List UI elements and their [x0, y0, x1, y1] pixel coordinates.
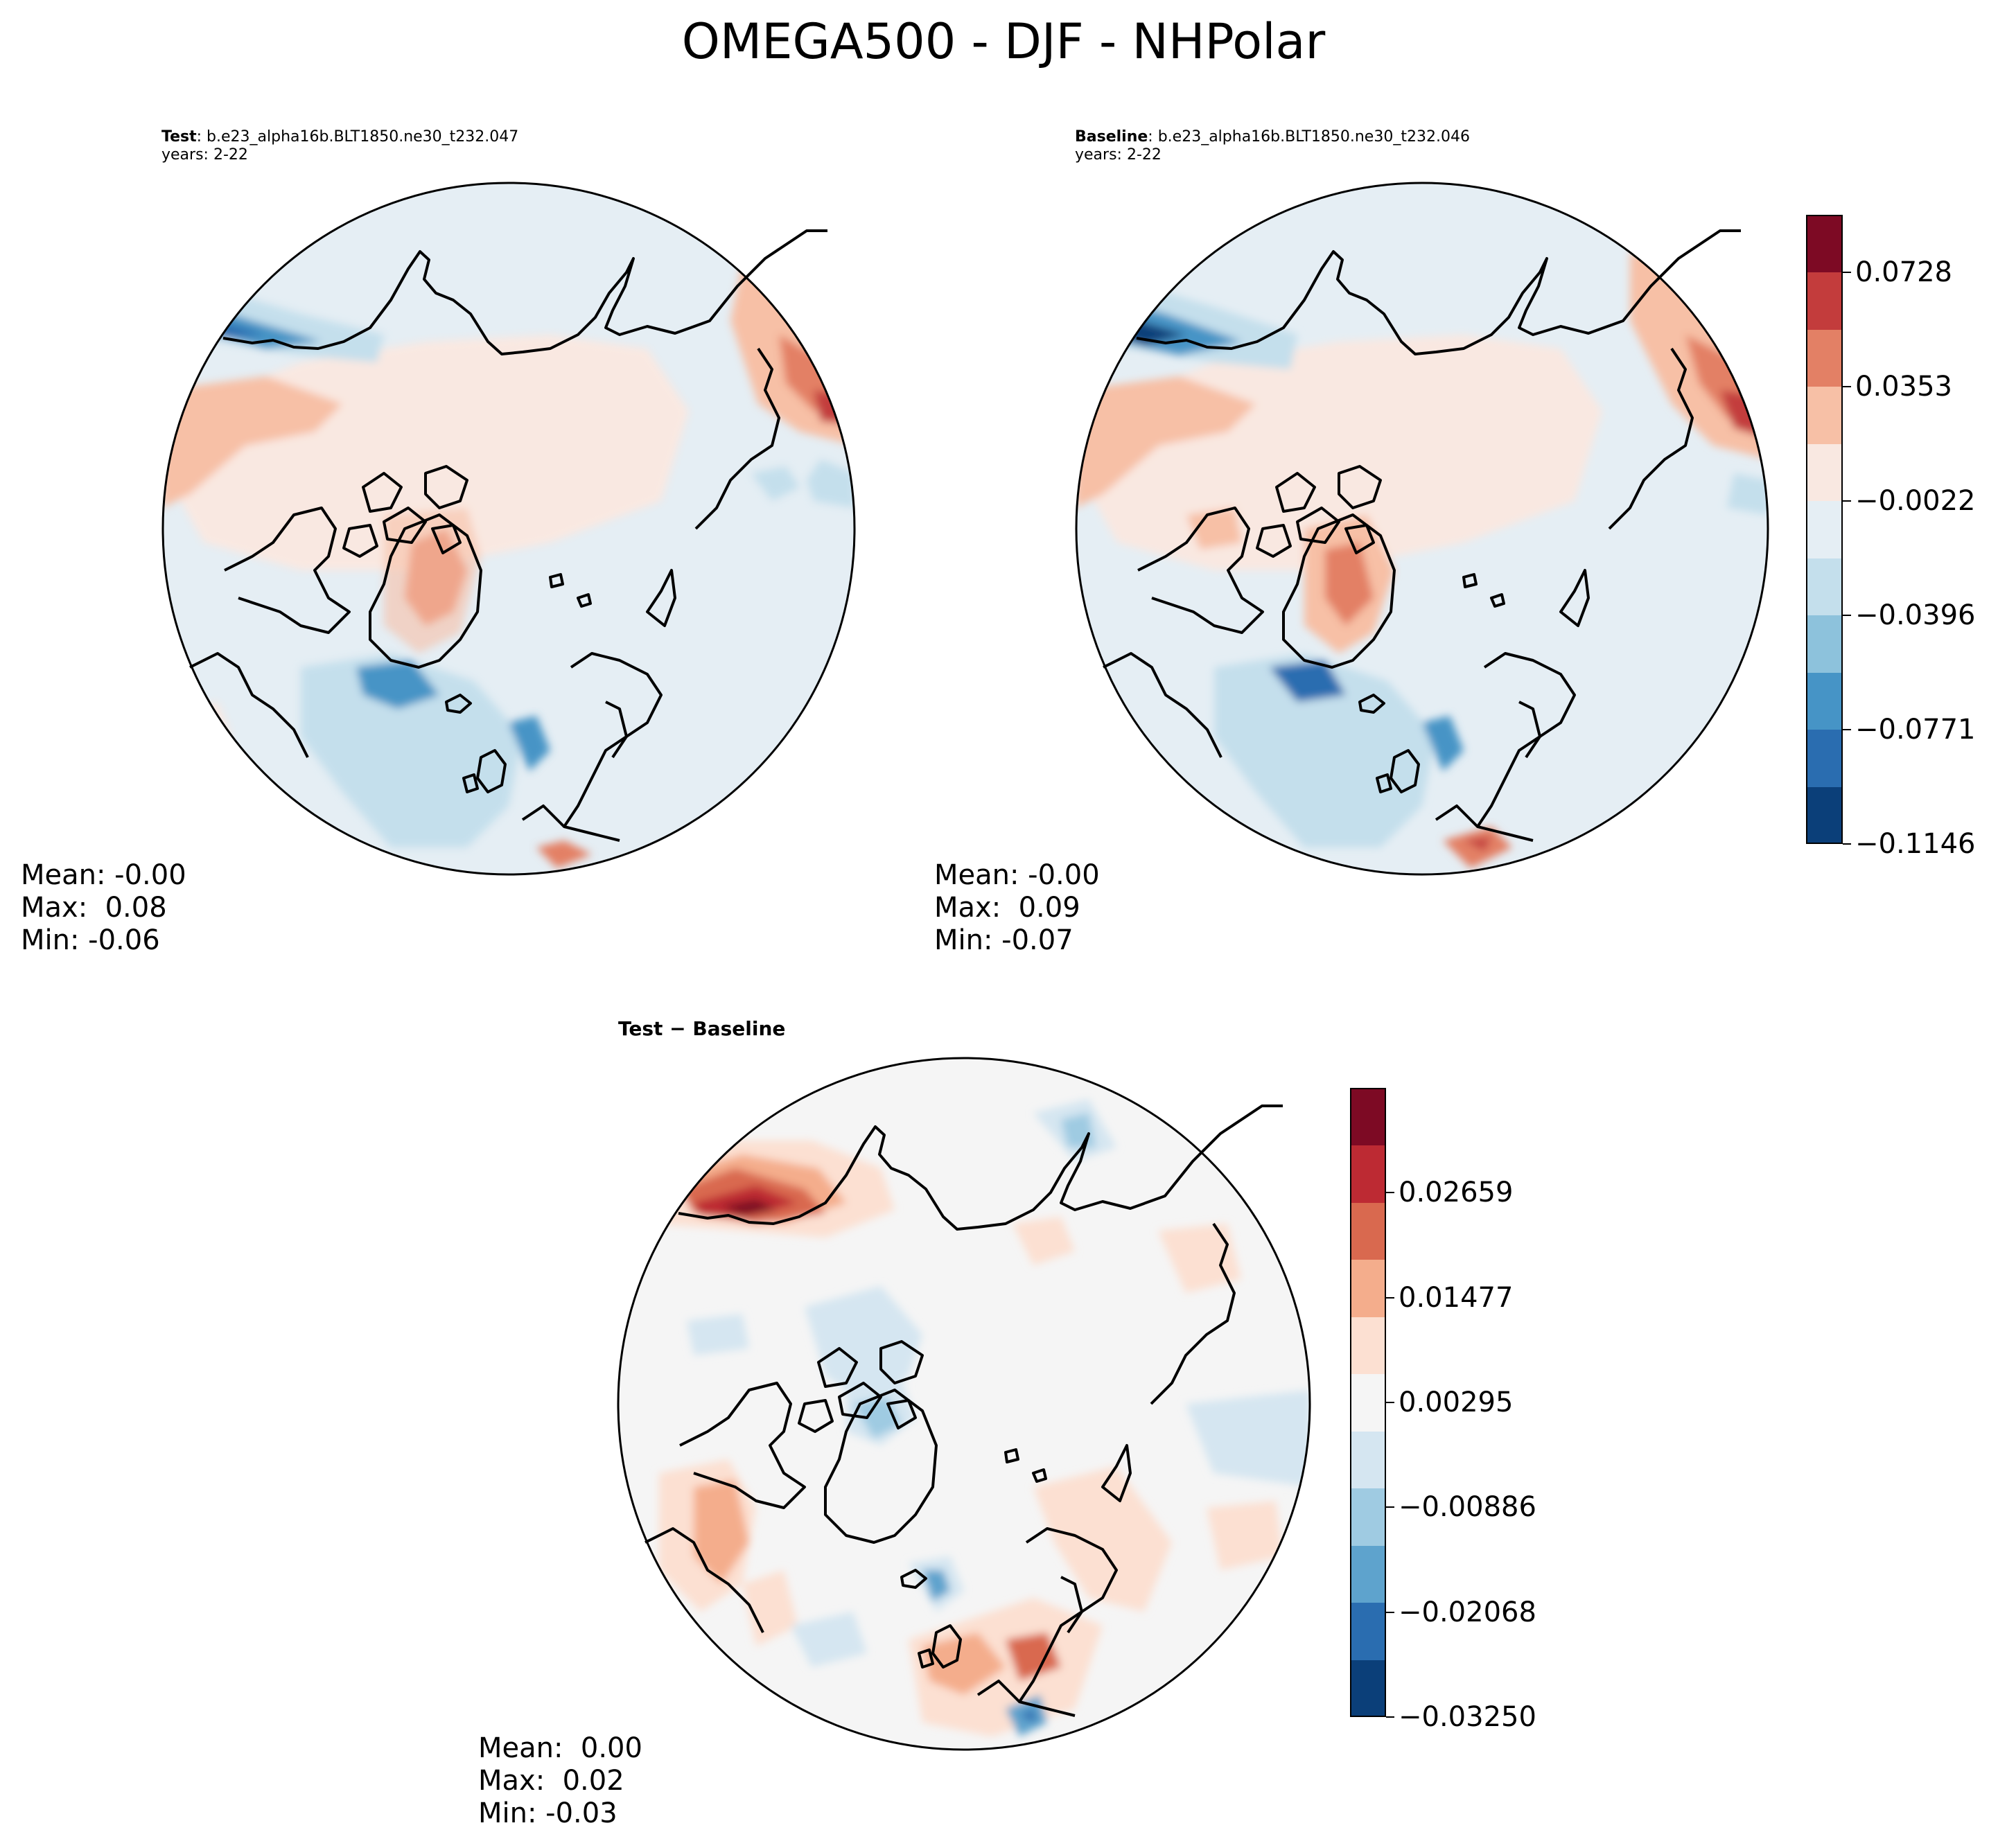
diff-colorbar-tick: [1386, 1296, 1394, 1299]
main-colorbar-segment: [1806, 615, 1843, 673]
baseline-stats: Mean: -0.00 Max: 0.09 Min: -0.07: [934, 859, 1100, 957]
main-colorbar-tick: [1843, 271, 1851, 273]
diff-colorbar-label: −0.00886: [1399, 1491, 1536, 1524]
diff-colorbar-tick: [1386, 1402, 1394, 1404]
diff-colorbar-label: 0.00295: [1399, 1387, 1514, 1419]
test-min: Min: -0.06: [21, 924, 160, 956]
main-colorbar-label: −0.0396: [1855, 599, 1976, 631]
diff-colorbar-segment: [1350, 1202, 1386, 1260]
diff-min: Min: -0.03: [478, 1797, 617, 1829]
diff-colorbar-segment: [1350, 1488, 1386, 1546]
main-colorbar: 0.0728 0.0353 −0.0022 −0.0396 −0.0771 −0.1146: [1806, 215, 1975, 860]
diff-colorbar-segment: [1350, 1373, 1386, 1432]
diff-colorbar-segment: [1350, 1259, 1386, 1317]
diff-colorbar-segment: [1350, 1602, 1386, 1660]
diff-colorbar-label: 0.02659: [1399, 1177, 1514, 1209]
test-label-bold: Test: [161, 128, 197, 146]
main-colorbar-label: −0.0022: [1855, 485, 1976, 518]
diff-colorbar-segment: [1350, 1545, 1386, 1603]
diff-colorbar-label: 0.01477: [1399, 1281, 1514, 1314]
baseline-mean: Mean: -0.00: [934, 859, 1100, 891]
main-colorbar-segment: [1806, 215, 1843, 273]
test-panel-title: Test: b.e23_alpha16b.BLT1850.ne30_t232.0…: [161, 128, 518, 165]
baseline-years: years: 2-22: [1075, 146, 1162, 164]
test-years: years: 2-22: [161, 146, 248, 164]
main-colorbar-segment: [1806, 443, 1843, 502]
diff-max: Max: 0.02: [478, 1765, 624, 1797]
baseline-label-case: : b.e23_alpha16b.BLT1850.ne30_t232.046: [1148, 128, 1470, 146]
diff-colorbar-segment: [1350, 1431, 1386, 1489]
main-colorbar-label: −0.0771: [1855, 713, 1976, 746]
diff-panel-title: Test − Baseline: [618, 1017, 786, 1040]
baseline-map: [1075, 182, 1769, 876]
diff-map: [617, 1057, 1311, 1751]
test-max: Max: 0.08: [21, 892, 167, 924]
main-colorbar-segment: [1806, 729, 1843, 787]
baseline-min: Min: -0.07: [934, 924, 1073, 956]
test-stats: Mean: -0.00 Max: 0.08 Min: -0.06: [21, 859, 186, 957]
diff-colorbar-segment: [1350, 1660, 1386, 1718]
main-colorbar-segment: [1806, 786, 1843, 845]
test-map: [161, 182, 856, 876]
main-colorbar-tick: [1843, 614, 1851, 616]
test-label-case: : b.e23_alpha16b.BLT1850.ne30_t232.047: [196, 128, 519, 146]
diff-colorbar-segment: [1350, 1088, 1386, 1146]
main-colorbar-tick: [1843, 500, 1851, 502]
diff-colorbar-tick: [1386, 1611, 1394, 1613]
diff-colorbar-segment: [1350, 1317, 1386, 1375]
diff-colorbar-label: −0.02068: [1399, 1596, 1536, 1628]
diff-colorbar: 0.02659 0.01477 0.00295 −0.00886 −0.02068 −0.…: [1350, 1088, 1536, 1733]
test-mean: Mean: -0.00: [21, 859, 186, 891]
baseline-label-bold: Baseline: [1075, 128, 1148, 146]
figure-title: OMEGA500 - DJF - NHPolar: [681, 13, 1326, 70]
main-colorbar-tick: [1843, 728, 1851, 730]
diff-colorbar-frame: [1350, 1088, 1386, 1717]
baseline-panel-title: Baseline: b.e23_alpha16b.BLT1850.ne30_t2…: [1075, 128, 1470, 165]
main-colorbar-segment: [1806, 558, 1843, 616]
baseline-max: Max: 0.09: [934, 892, 1080, 924]
main-colorbar-segment: [1806, 500, 1843, 558]
main-colorbar-tick: [1843, 843, 1851, 845]
main-colorbar-segment: [1806, 386, 1843, 444]
main-colorbar-segment: [1806, 672, 1843, 730]
main-colorbar-tick: [1843, 385, 1851, 387]
main-colorbar-label: −0.1146: [1855, 828, 1976, 860]
diff-colorbar-tick: [1386, 1192, 1394, 1194]
diff-colorbar-segment: [1350, 1145, 1386, 1203]
diff-colorbar-tick: [1386, 1506, 1394, 1508]
diff-colorbar-label: −0.03250: [1399, 1701, 1536, 1733]
main-colorbar-label: 0.0728: [1855, 256, 1952, 288]
main-colorbar-segment: [1806, 272, 1843, 330]
diff-stats: Mean: 0.00 Max: 0.02 Min: -0.03: [478, 1732, 642, 1830]
diff-mean: Mean: 0.00: [478, 1732, 642, 1764]
main-colorbar-frame: [1806, 215, 1843, 844]
main-colorbar-label: 0.0353: [1855, 370, 1952, 403]
diff-colorbar-tick: [1386, 1716, 1394, 1718]
main-colorbar-segment: [1806, 329, 1843, 387]
